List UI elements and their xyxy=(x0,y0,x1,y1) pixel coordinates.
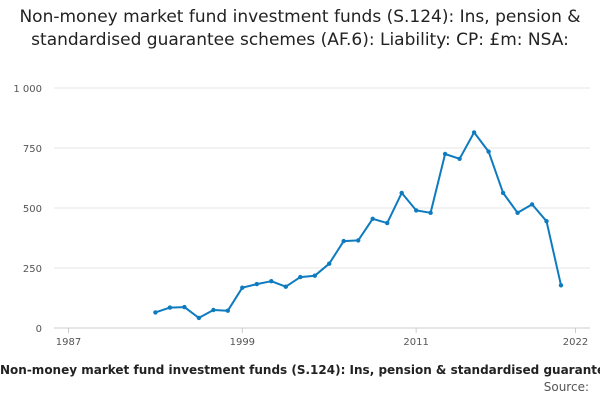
data-point[interactable] xyxy=(428,210,433,215)
y-tick-label: 750 xyxy=(23,144,42,155)
data-point[interactable] xyxy=(399,190,404,196)
data-point[interactable] xyxy=(486,149,491,154)
y-tick-label: 1 000 xyxy=(13,84,42,95)
data-point[interactable] xyxy=(240,285,245,290)
chart-title: Non-money market fund investment funds (… xyxy=(19,7,581,50)
data-point[interactable] xyxy=(211,307,216,313)
data-point[interactable] xyxy=(356,238,361,243)
y-axis-ticks: 0 250 500 750 1 000 xyxy=(13,84,42,335)
data-point[interactable] xyxy=(457,156,462,161)
x-tick-label: 1999 xyxy=(230,337,255,348)
data-point[interactable] xyxy=(500,190,506,196)
data-point[interactable] xyxy=(167,305,173,310)
data-point[interactable] xyxy=(370,216,375,221)
y-tick-label: 500 xyxy=(23,204,42,215)
data-point[interactable] xyxy=(385,220,390,226)
gridlines xyxy=(54,87,590,269)
y-tick-label: 250 xyxy=(23,264,42,275)
x-tick-label: 1987 xyxy=(56,337,81,348)
series-line xyxy=(154,131,562,319)
data-point[interactable] xyxy=(442,151,448,157)
data-point[interactable] xyxy=(298,274,303,280)
data-point[interactable] xyxy=(254,281,259,287)
data-point[interactable] xyxy=(558,283,564,288)
data-point[interactable] xyxy=(529,202,535,207)
data-point[interactable] xyxy=(225,308,230,313)
data-point[interactable] xyxy=(341,238,346,244)
series-layer xyxy=(153,130,564,321)
data-point[interactable] xyxy=(312,273,317,278)
data-point[interactable] xyxy=(283,284,288,289)
data-point[interactable] xyxy=(515,210,520,215)
data-point[interactable] xyxy=(544,219,549,224)
source-label: Source: xyxy=(543,380,589,394)
x-tick-label: 2011 xyxy=(403,337,428,348)
data-point[interactable] xyxy=(471,130,477,135)
x-axis-ticks: 1987 1999 2011 2022 xyxy=(56,328,588,348)
data-point[interactable] xyxy=(269,279,274,284)
data-point[interactable] xyxy=(414,208,419,213)
data-point[interactable] xyxy=(327,261,332,266)
data-point[interactable] xyxy=(153,310,158,315)
data-point[interactable] xyxy=(196,315,202,321)
data-point[interactable] xyxy=(182,304,187,310)
x-tick-label: 2022 xyxy=(563,337,588,348)
legend-entry[interactable]: Non-money market fund investment funds (… xyxy=(0,363,600,377)
y-tick-label: 0 xyxy=(36,324,42,335)
